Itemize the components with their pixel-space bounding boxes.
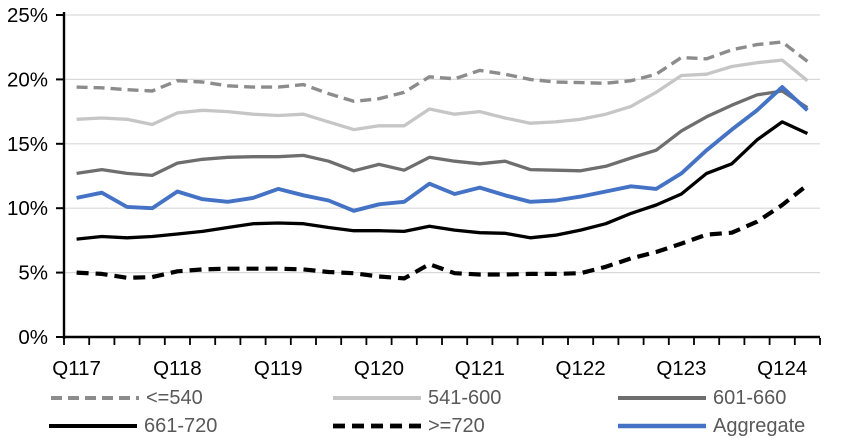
series-line bbox=[76, 40, 809, 104]
legend-item-601-660: 601-660 bbox=[617, 386, 786, 410]
legend-item-aggregate: Aggregate bbox=[617, 414, 805, 438]
legend-item-ge-720: >=720 bbox=[332, 414, 485, 438]
legend-line-sample-ge-720 bbox=[333, 423, 421, 429]
series-line bbox=[76, 120, 809, 241]
x-tick-label: Q122 bbox=[556, 357, 606, 380]
series-line bbox=[76, 85, 809, 213]
legend-item-le-540: <=540 bbox=[50, 386, 203, 410]
legend-item-661-720: 661-720 bbox=[48, 414, 217, 438]
y-tick-label: 15% bbox=[7, 133, 48, 156]
legend-label: Aggregate bbox=[713, 415, 806, 437]
x-tick-label: Q121 bbox=[455, 357, 505, 380]
plot-area: 0% 5% 10% 15% 20% 25% Q117 Q118 Q119 Q120 Q121 Q122… bbox=[7, 4, 821, 380]
legend-label: 601-660 bbox=[713, 387, 787, 409]
series-line bbox=[76, 183, 809, 281]
legend-line-sample-le-540 bbox=[51, 396, 139, 400]
legend-label: 541-600 bbox=[428, 387, 502, 409]
x-tick-label: Q120 bbox=[354, 357, 404, 380]
legend-line-sample-661-720 bbox=[49, 424, 137, 428]
x-tick-label: Q123 bbox=[656, 357, 706, 380]
legend-line-sample-601-660 bbox=[618, 396, 706, 400]
series-line bbox=[76, 89, 809, 178]
legend-line-sample-aggregate bbox=[618, 423, 706, 429]
y-tick-label: 25% bbox=[7, 4, 48, 27]
series-line bbox=[76, 58, 809, 132]
legend-line-sample-541-600 bbox=[333, 396, 421, 400]
x-tick-label: Q118 bbox=[153, 357, 202, 380]
y-tick-label: 0% bbox=[18, 326, 48, 349]
y-tick-label: 20% bbox=[7, 68, 48, 91]
y-tick-label: 5% bbox=[18, 262, 48, 285]
x-tick-label: Q119 bbox=[254, 357, 303, 380]
legend-item-541-600: 541-600 bbox=[332, 386, 501, 410]
legend-label: 661-720 bbox=[144, 415, 218, 437]
x-tick-label: Q124 bbox=[757, 357, 807, 380]
x-tick-label: Q117 bbox=[52, 357, 101, 380]
y-tick-label: 10% bbox=[7, 197, 48, 220]
legend-label: <=540 bbox=[146, 387, 203, 409]
legend-label: >=720 bbox=[428, 415, 485, 437]
